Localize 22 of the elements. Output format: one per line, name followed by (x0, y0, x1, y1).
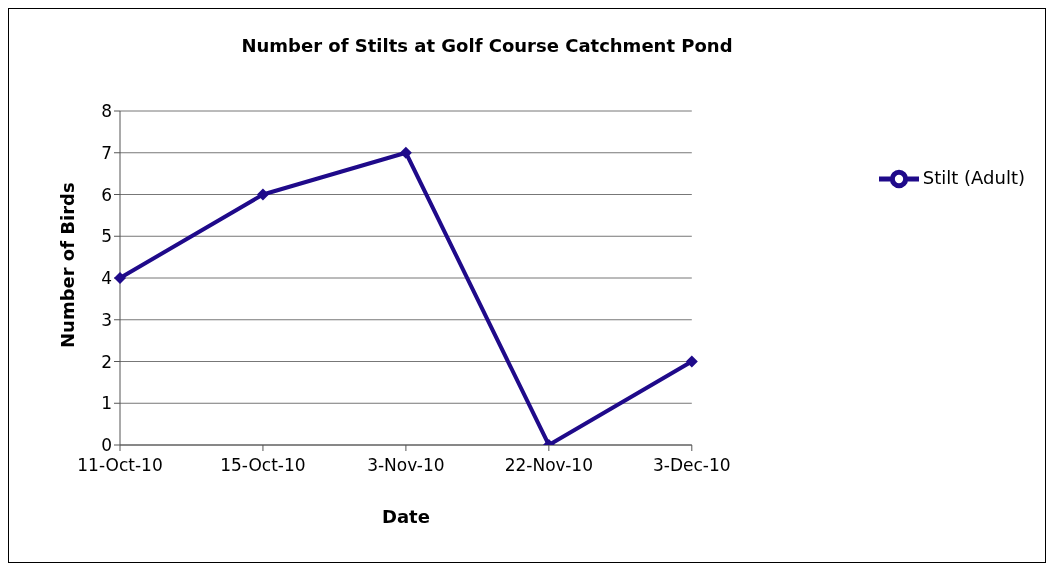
point (114, 272, 126, 284)
point (399, 146, 412, 159)
x-tick-label: 11-Oct-10 (77, 455, 163, 476)
chart-title: Number of Stilts at Golf Course Catchment Pond (240, 35, 734, 56)
point (685, 355, 698, 368)
y-tick-label: 5 (101, 226, 112, 247)
x-tick-label: 3-Nov-10 (367, 455, 445, 476)
y-tick-label: 2 (101, 351, 112, 372)
x-tick-label: 15-Oct-10 (220, 455, 306, 476)
y-tick-label: 0 (101, 435, 112, 456)
y-tick-label: 1 (101, 393, 112, 414)
y-tick-label: 7 (101, 142, 112, 163)
y-tick-label: 6 (101, 184, 112, 205)
point (256, 188, 269, 201)
y-tick-label: 4 (101, 268, 112, 289)
x-tick-label: 22-Nov-10 (504, 455, 593, 476)
x-tick-label: 3-Dec-10 (652, 455, 731, 476)
y-tick-label: 3 (101, 309, 112, 330)
x-axis-title: Date (381, 506, 430, 527)
y-tick-label: 8 (101, 101, 112, 122)
y-axis-title: Number of Birds (57, 182, 79, 348)
legend-label: Stilt (Adult) (922, 167, 1025, 188)
